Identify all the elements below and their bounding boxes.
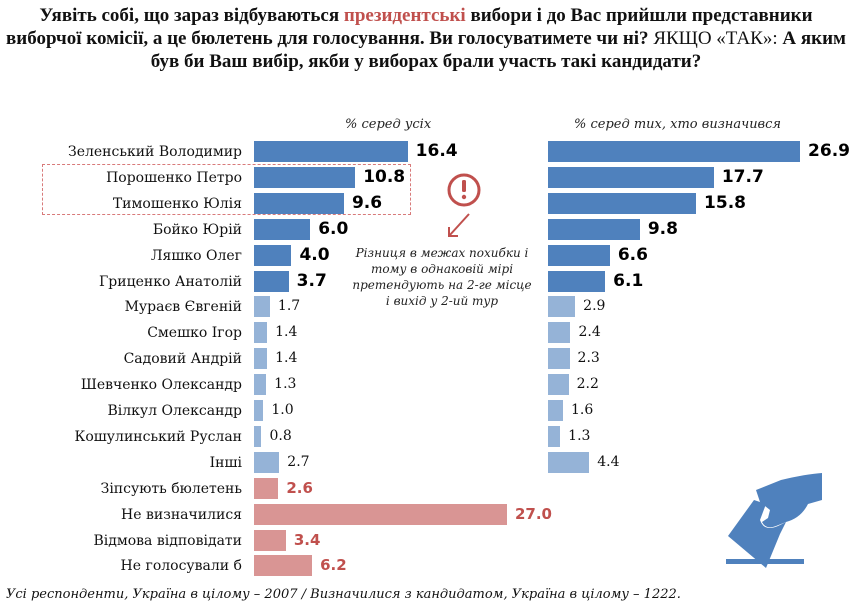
category-label: Зіпсують бюлетень — [100, 480, 242, 497]
category-label: Ляшко Олег — [150, 247, 242, 264]
data-label: 9.6 — [351, 192, 383, 213]
bar — [548, 374, 569, 396]
bar — [548, 166, 714, 188]
title-text-2: вибори і до Вас прийшли представники виб… — [6, 5, 813, 49]
data-label: 26.9 — [808, 141, 850, 161]
data-label: 10.8 — [363, 166, 406, 187]
category-label: Інші — [209, 454, 242, 471]
data-label: 2.2 — [576, 376, 599, 393]
ballot-box-hand-icon — [726, 473, 822, 568]
data-label: 17.7 — [721, 166, 764, 187]
data-label: 1.3 — [274, 376, 297, 393]
title-accent: президентські — [343, 5, 466, 26]
data-label: 1.4 — [275, 324, 298, 341]
bar — [254, 322, 268, 344]
bar — [254, 503, 507, 525]
data-label: 0.8 — [269, 427, 292, 444]
data-label: 6.0 — [318, 218, 349, 239]
category-label: Гриценко Анатолій — [99, 273, 242, 290]
right-chart-title: % серед тих, хто визначився — [574, 117, 782, 132]
category-label: Зеленський Володимир — [67, 144, 242, 160]
title-text-3: А яким був би Ваш вибір, якби у виборах … — [150, 28, 846, 72]
data-label: 4.4 — [597, 453, 620, 470]
bar — [254, 425, 262, 447]
bar — [548, 451, 590, 473]
bar — [548, 141, 801, 162]
bar — [254, 348, 268, 370]
data-label: 1.6 — [570, 402, 594, 418]
category-label: Кошулинський Руслан — [74, 428, 242, 445]
data-label: 2.6 — [286, 478, 313, 497]
category-label: Порошенко Петро — [106, 169, 242, 186]
title-condition: ЯКЩО «ТАК»: — [653, 28, 778, 49]
highlight-box — [42, 164, 411, 215]
category-label: Мураєв Євгеній — [124, 299, 242, 316]
data-label: 1.7 — [277, 298, 301, 315]
data-label: 3.7 — [296, 270, 327, 291]
bar — [548, 218, 640, 240]
data-label: 2.4 — [578, 324, 601, 341]
bar — [548, 192, 697, 214]
category-label: Тимошенко Юлія — [112, 195, 242, 212]
data-label: 3.4 — [293, 530, 321, 549]
bar — [254, 477, 279, 499]
bar — [254, 451, 280, 473]
data-label: 4.0 — [299, 244, 330, 265]
annotation-note: Різниця в межах похибки і тому в однаков… — [352, 246, 532, 308]
bar — [254, 374, 267, 396]
footer-note: Усі респонденти, Україна в цілому – 2007… — [6, 587, 681, 602]
data-label: 2.9 — [583, 298, 606, 315]
bar — [548, 296, 576, 318]
left-chart-title: % серед усіх — [345, 117, 432, 132]
bar — [254, 244, 292, 266]
data-label: 16.4 — [415, 141, 458, 161]
data-label: 9.8 — [647, 218, 678, 239]
bar — [548, 244, 610, 266]
bar — [254, 141, 408, 162]
category-label: Вілкул Олександр — [107, 403, 243, 419]
bar — [548, 425, 561, 447]
data-label: 2.3 — [577, 350, 600, 367]
bar — [548, 348, 570, 370]
bar — [548, 322, 571, 344]
data-label: 27.0 — [514, 504, 552, 523]
category-label: Не визначилися — [121, 506, 242, 523]
bar — [254, 192, 344, 214]
data-label: 2.7 — [287, 453, 310, 470]
title-text-1: Уявіть собі, що зараз відбуваються — [39, 5, 344, 26]
bar — [548, 400, 563, 421]
category-label: Не голосували б — [120, 558, 242, 575]
data-label: 1.3 — [568, 427, 591, 444]
category-label: Садовий Андрій — [123, 351, 242, 368]
exclamation-circle-icon — [447, 173, 481, 237]
category-label: Бойко Юрій — [152, 221, 242, 238]
chart-title: Уявіть собі, що зараз відбуваються прези… — [0, 4, 852, 73]
category-label: Відмова відповідати — [93, 532, 242, 549]
bar — [254, 555, 313, 577]
bar — [548, 270, 606, 292]
bar — [254, 166, 356, 188]
data-label: 6.2 — [320, 556, 347, 575]
category-label: Смешко Ігор — [147, 325, 242, 342]
data-label: 6.6 — [617, 244, 648, 265]
data-label: 1.4 — [275, 350, 298, 367]
bar — [254, 400, 264, 421]
bar — [254, 529, 286, 551]
data-label: 15.8 — [704, 192, 746, 213]
bar — [254, 218, 311, 240]
data-label: 1.0 — [271, 402, 294, 418]
data-label: 6.1 — [613, 270, 644, 291]
category-label: Шевченко Олександр — [80, 377, 242, 394]
bar — [254, 270, 289, 292]
bar — [254, 296, 270, 318]
